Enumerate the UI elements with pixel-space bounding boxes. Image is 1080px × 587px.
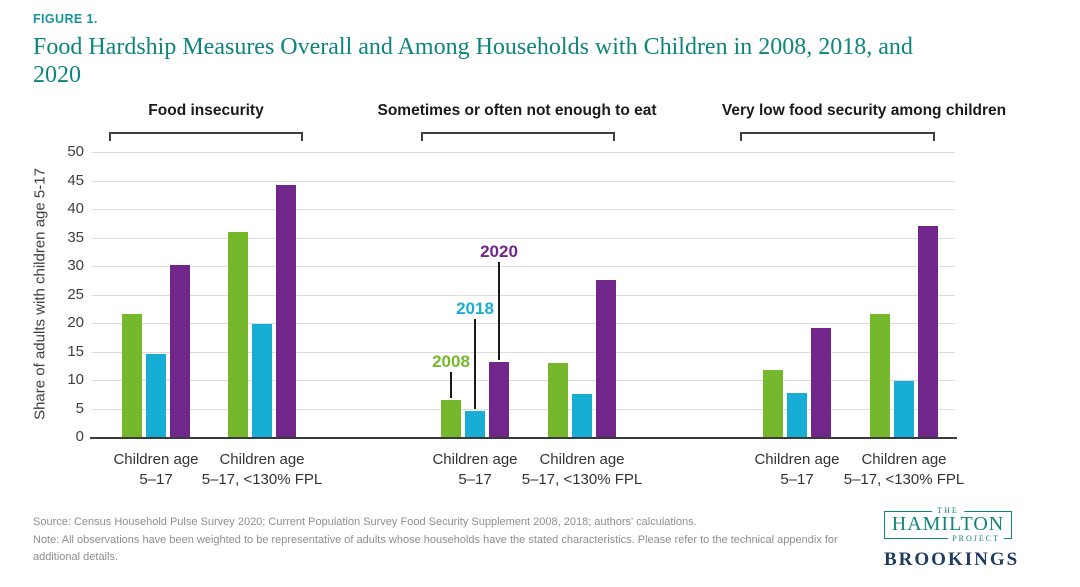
bar-2008 [122, 314, 142, 437]
panel-title: Very low food security among children [721, 102, 1007, 119]
bar-2018 [787, 392, 807, 437]
y-tick-label: 30 [67, 257, 84, 274]
gridline [92, 323, 955, 324]
logo-hamilton-text: HAMILTON [891, 513, 1005, 535]
group-label-line2: 5–17, <130% FPL [521, 471, 643, 488]
hamilton-project-brookings-logo: THE HAMILTON PROJECT BROOKINGS [884, 503, 1020, 571]
panel-title: Food insecurity [148, 102, 264, 119]
y-tick-label: 15 [67, 342, 84, 360]
group-label-line1: Children age [113, 451, 199, 468]
y-tick-label: 10 [67, 371, 84, 388]
y-tick-label: 0 [75, 428, 84, 445]
bar-2020 [596, 280, 616, 437]
bar-2008 [441, 399, 461, 437]
panel-bracket [740, 132, 935, 141]
gridline [92, 266, 955, 267]
group-label: Children age 5–17 [76, 450, 236, 490]
gridline [92, 294, 955, 296]
group-label: Children age 5–17 [395, 450, 555, 490]
bar-2008 [870, 314, 890, 437]
bar-2018 [465, 411, 485, 437]
logo-the-text: THE [932, 506, 964, 515]
y-tick-label: 35 [67, 228, 84, 246]
legend-leader-line [498, 262, 500, 360]
grouped-bar-chart: Share of adults with children age 5-17 0… [31, 102, 1007, 490]
bar-2018 [572, 394, 592, 437]
y-tick-label: 40 [67, 200, 84, 217]
legend-leader-line [450, 372, 452, 398]
legend-2020: 2020 [480, 242, 518, 261]
group-label: Children age 5–17, <130% FPL [502, 450, 662, 490]
legend-leader-line [474, 319, 476, 410]
group-label-line2: 5–17 [139, 471, 173, 488]
gridline [92, 209, 955, 210]
logo-project-text: PROJECT [948, 534, 1004, 543]
bar-2008 [763, 370, 783, 437]
y-axis-title: Share of adults with children age 5-17 [31, 168, 49, 420]
gridline [92, 152, 955, 153]
methodology-note: Note: All observations have been weighte… [33, 533, 838, 564]
group-label-line2: 5–17 [780, 471, 814, 488]
bar-2018 [146, 354, 166, 437]
bar-2008 [228, 231, 248, 437]
bar-2020 [918, 226, 938, 437]
group-label-line1: Children age [754, 451, 840, 468]
bar-2020 [170, 264, 190, 437]
hamilton-project-logo: THE HAMILTON PROJECT [884, 506, 1012, 543]
group-label: Children age 5–17, <130% FPL [182, 450, 342, 490]
bar-2020 [811, 327, 831, 437]
group-label-line1: Children age [219, 451, 305, 468]
legend-2008: 2008 [432, 352, 470, 371]
gridline [92, 180, 955, 182]
y-tick-label: 25 [67, 285, 84, 303]
x-axis-line [90, 437, 957, 439]
gridline [92, 408, 955, 410]
y-tick-label: 45 [67, 171, 84, 189]
footer-notes: Source: Census Household Pulse Survey 20… [33, 514, 863, 567]
figure-title-line2: 2020 [33, 62, 81, 88]
y-tick-label: 20 [67, 314, 84, 331]
source-note: Source: Census Household Pulse Survey 20… [33, 516, 697, 528]
bar-2018 [894, 381, 914, 437]
group-label-line2: 5–17, <130% FPL [843, 471, 965, 488]
group-label-line2: 5–17, <130% FPL [201, 471, 323, 488]
group-label-line2: 5–17 [458, 471, 492, 488]
bar-2020 [276, 185, 296, 437]
bar-2018 [252, 324, 272, 437]
gridline [92, 380, 955, 381]
group-label: Children age 5–17 [717, 450, 877, 490]
group-label: Children age 5–17, <130% FPL [824, 450, 984, 490]
figure-title-line1: Food Hardship Measures Overall and Among… [33, 34, 913, 60]
figure-number-label: FIGURE 1. [33, 12, 98, 26]
figure-title: Food Hardship Measures Overall and Among… [33, 33, 1043, 89]
y-tick-label: 50 [67, 143, 84, 160]
bar-2020 [489, 361, 509, 437]
gridline [92, 351, 955, 353]
group-label-line1: Children age [432, 451, 518, 468]
y-tick-label: 5 [75, 399, 84, 417]
panel-title: Sometimes or often not enough to eat [377, 102, 657, 119]
bar-2008 [548, 362, 568, 437]
group-label-line1: Children age [539, 451, 625, 468]
gridline [92, 237, 955, 239]
legend-2018: 2018 [456, 299, 494, 318]
panel-bracket [421, 132, 615, 141]
group-label-line1: Children age [861, 451, 947, 468]
brookings-logo: BROOKINGS [884, 549, 1020, 570]
panel-bracket [109, 132, 303, 141]
